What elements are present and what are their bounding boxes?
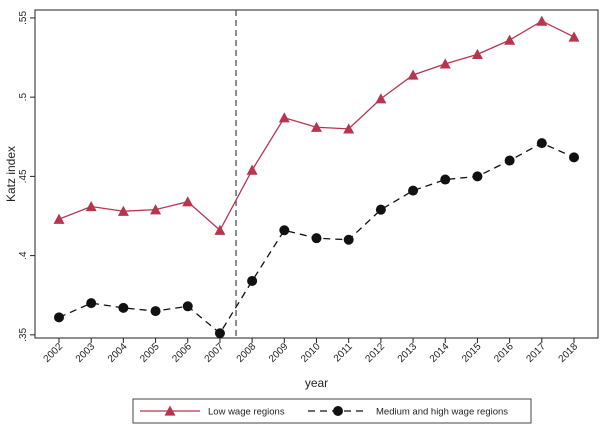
data-point [439,58,451,69]
y-tick-label: .4 [18,251,29,260]
data-point [408,185,419,196]
x-tick-label: 2015 [460,341,484,365]
data-point [472,171,483,182]
y-tick-label: .35 [18,327,29,341]
data-point [182,196,194,207]
y-tick-label: .5 [18,93,29,102]
x-tick-label: 2016 [492,341,516,365]
x-axis-title: year [305,376,328,390]
x-tick-label: 2005 [138,341,162,365]
data-point [150,204,162,215]
data-point [54,312,64,323]
y-axis-ticks: .35 .4 .45 .5 .55 [18,11,35,342]
y-tick-label: .55 [18,11,29,25]
legend-marker-medium-high-wage [333,406,343,416]
x-tick-label: 2003 [74,341,98,365]
data-point [247,275,258,286]
plot-area [34,9,599,339]
data-point [118,302,129,313]
data-point [407,69,419,80]
x-tick-label: 2017 [524,341,548,365]
data-point [214,224,226,235]
data-point [568,31,580,42]
x-tick-label: 2014 [428,341,452,365]
data-point [117,205,129,216]
data-point [150,306,161,317]
series-1 [54,138,579,339]
data-point [375,93,387,104]
data-point [343,234,354,245]
legend-label-low-wage: Low wage regions [208,407,285,418]
x-tick-label: 2006 [170,341,194,365]
x-tick-label: 2012 [363,341,387,365]
y-tick-label: .45 [18,169,29,183]
data-point [86,298,97,309]
x-axis-ticks: 2002 2003 2004 2005 2006 2007 2008 2009 2010 2011… [42,338,581,365]
x-tick-label: 2008 [235,341,259,365]
data-point [440,174,451,185]
data-point [343,123,355,134]
x-tick-label: 2018 [557,341,581,365]
series-0 [53,15,580,235]
legend-marker-low-wage [164,405,176,416]
series-layer [53,15,580,339]
data-point [311,121,322,132]
x-tick-label: 2009 [267,341,291,365]
data-point [504,155,515,166]
data-point [569,152,579,163]
data-point [278,112,290,123]
x-tick-label: 2002 [42,341,66,365]
data-point [246,164,258,175]
data-point [311,233,322,244]
data-point [471,48,483,60]
data-point [536,138,547,149]
data-point [182,301,193,312]
legend-label-medium-high-wage: Medium and high wage regions [376,407,508,418]
x-tick-label: 2004 [106,341,130,365]
legend: Low wage regions Medium and high wage re… [132,398,532,424]
x-tick-label: 2010 [299,341,323,365]
x-tick-label: 2013 [396,341,420,365]
data-point [53,213,65,224]
data-point [279,225,290,236]
data-point [536,15,548,26]
data-point [504,34,516,45]
data-point [85,200,97,212]
x-tick-label: 2007 [203,341,227,365]
data-point [375,204,386,215]
x-tick-label: 2011 [332,341,355,364]
data-point [214,328,225,339]
y-axis-title: Katz index [4,146,18,202]
